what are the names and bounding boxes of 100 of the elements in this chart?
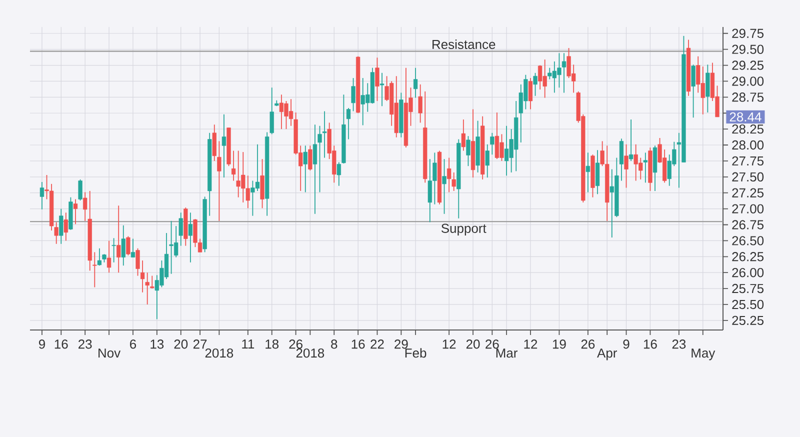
x-tick-label: 29 xyxy=(394,340,408,349)
x-tick-label: 12 xyxy=(524,340,538,349)
candlestick xyxy=(64,212,68,242)
x-tick-label: 20 xyxy=(174,340,188,349)
y-tick-label: 27.75 xyxy=(732,156,764,166)
y-tick-label: 26.00 xyxy=(732,268,764,278)
y-tick-label: 25.75 xyxy=(732,284,764,294)
candlestick xyxy=(461,119,466,152)
candlestick xyxy=(130,238,136,258)
x-tick-label: Feb xyxy=(405,348,426,358)
candlestick xyxy=(528,78,533,110)
x-tick-label: May xyxy=(692,348,716,360)
y-tick-label: 27.00 xyxy=(732,204,764,214)
y-tick-label: 29.75 xyxy=(732,28,764,38)
candlestick xyxy=(452,172,456,192)
candlestick xyxy=(485,144,490,178)
candlestick xyxy=(106,240,112,274)
y-tick-label: 27.25 xyxy=(732,188,764,198)
candlestick xyxy=(97,248,102,266)
x-tick-label: 12 xyxy=(442,340,456,349)
candlestick xyxy=(212,124,216,162)
x-tick-label: 13 xyxy=(150,340,164,349)
candlestick xyxy=(150,275,154,289)
x-tick-label: 27 xyxy=(193,340,207,349)
candlestick xyxy=(643,152,648,184)
x-tick-label: 16 xyxy=(54,340,68,349)
x-tick-label: 6 xyxy=(130,340,136,349)
candlestick xyxy=(446,157,452,193)
text: 28.44 xyxy=(730,112,762,122)
x-tick-label: 20 xyxy=(466,340,480,349)
candlestick xyxy=(586,152,590,193)
y-tick-label: 26.25 xyxy=(732,252,764,262)
candlestick xyxy=(73,198,78,225)
candlestick xyxy=(83,192,88,222)
y-tick-label: 29.50 xyxy=(732,44,764,54)
candlestick xyxy=(260,158,264,209)
candlestick xyxy=(628,119,634,162)
candlestick xyxy=(351,78,356,112)
y-tick-label: 25.25 xyxy=(732,316,764,326)
candlestick xyxy=(270,87,274,135)
candlestick xyxy=(126,236,130,256)
x-tick-label: Apr xyxy=(597,348,617,360)
ref-line-label: Support xyxy=(441,224,486,236)
candlestick xyxy=(112,238,116,263)
x-tick-label: 19 xyxy=(552,340,566,349)
candlestick xyxy=(308,145,312,171)
y-tick-label: 29.25 xyxy=(732,60,764,70)
candlestick xyxy=(121,224,126,266)
candlestick xyxy=(303,145,308,193)
candlestick xyxy=(533,72,538,96)
x-tick-label: 23 xyxy=(672,340,686,349)
candlestick xyxy=(140,260,145,293)
candlestick xyxy=(116,205,121,274)
x-tick-label: 16 xyxy=(352,340,365,349)
candlestick xyxy=(222,114,226,178)
ref-line-label: Resistance xyxy=(432,39,496,50)
candlestick xyxy=(217,140,222,222)
x-tick-label: 2018 xyxy=(205,348,234,358)
x-tick-label: 2018 xyxy=(296,348,324,358)
candlestick xyxy=(346,108,351,140)
candlestick xyxy=(595,150,600,195)
candlestick xyxy=(318,125,322,193)
candlestick xyxy=(145,272,150,305)
candlestick xyxy=(188,212,193,263)
y-tick-label: 28.75 xyxy=(732,92,764,102)
candlestick xyxy=(136,248,140,276)
candlestick xyxy=(54,222,58,244)
x-tick-label: 26 xyxy=(289,340,302,349)
x-tick-label: 22 xyxy=(370,340,384,349)
candlestick xyxy=(312,124,318,214)
x-tick-label: Mar xyxy=(496,348,518,358)
y-tick-label: 28.25 xyxy=(732,124,764,134)
candlestick xyxy=(78,179,82,201)
candlestick xyxy=(40,182,44,210)
candlestick xyxy=(375,57,380,102)
candlestick xyxy=(322,110,327,158)
candlestick xyxy=(380,72,384,107)
candlestick xyxy=(619,138,624,182)
x-tick-label: 26 xyxy=(581,340,595,349)
candlestick xyxy=(706,64,710,113)
y-tick-label: 27.50 xyxy=(732,172,764,182)
candlestick xyxy=(59,208,64,244)
candlestick xyxy=(466,136,470,167)
x-tick-label: 9 xyxy=(623,340,630,349)
candlestick xyxy=(418,84,422,124)
x-tick-label: Nov xyxy=(98,348,121,358)
y-tick-label: 25.50 xyxy=(732,300,764,310)
candlestick xyxy=(178,212,183,246)
candlestick xyxy=(691,64,696,118)
x-tick-label: 11 xyxy=(242,340,254,348)
x-tick-label: 9 xyxy=(38,340,45,349)
candlestick xyxy=(92,252,97,288)
x-tick-label: 18 xyxy=(266,340,279,349)
candlestick xyxy=(562,52,566,94)
y-tick-label: 29.00 xyxy=(732,76,764,86)
y-tick-label: 28.00 xyxy=(732,140,764,150)
x-tick-label: 8 xyxy=(331,340,338,349)
y-tick-label: 26.75 xyxy=(732,220,764,230)
candlestick xyxy=(624,144,628,188)
candlestick xyxy=(413,67,418,98)
